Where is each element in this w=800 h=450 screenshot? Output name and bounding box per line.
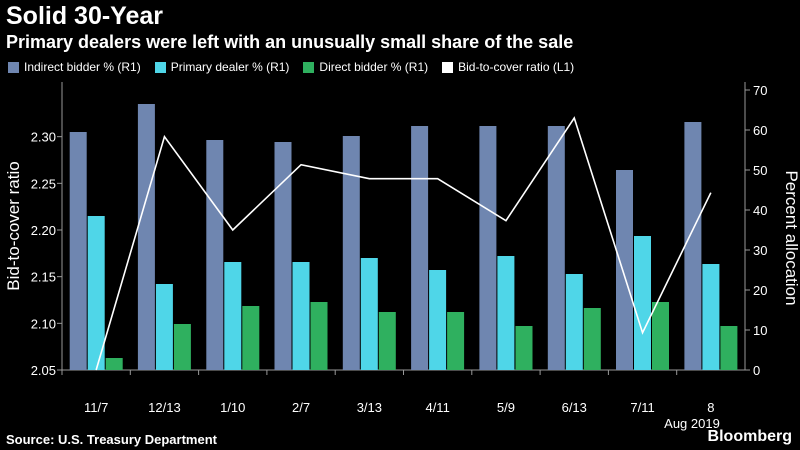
- legend-swatch-primary: [154, 61, 166, 73]
- left-tick-label: 2.10: [31, 316, 56, 331]
- bar-primary-2: [224, 262, 242, 370]
- legend-item-bid-to-cover: Bid-to-cover ratio (L1): [442, 60, 574, 74]
- legend-label-direct: Direct bidder % (R1): [319, 60, 429, 74]
- bar-primary-5: [429, 270, 447, 370]
- x-tick-label: 4/11: [425, 400, 449, 415]
- bar-direct-8: [652, 302, 669, 370]
- bar-primary-8: [634, 236, 651, 370]
- legend-item-indirect: Indirect bidder % (R1): [8, 60, 141, 74]
- legend-swatch-direct: [303, 61, 315, 73]
- left-tick-label: 2.15: [31, 270, 56, 285]
- x-tick-label: 12/13: [148, 400, 181, 415]
- right-tick-label: 50: [753, 163, 767, 178]
- left-tick-label: 2.05: [31, 363, 56, 378]
- legend-swatch-bid-to-cover: [442, 61, 454, 73]
- right-tick-label: 0: [753, 363, 760, 378]
- right-tick-label: 20: [753, 283, 767, 298]
- bar-primary-6: [497, 256, 515, 370]
- bar-direct-5: [447, 312, 465, 370]
- line-group: [95, 116, 712, 371]
- bar-primary-4: [360, 258, 378, 370]
- bid-to-cover-line: [95, 116, 712, 371]
- chart-title: Solid 30-Year: [6, 2, 164, 30]
- bar-direct-9: [720, 326, 738, 370]
- legend-swatch-indirect: [8, 61, 19, 73]
- bar-direct-7: [583, 308, 601, 370]
- left-tick-label: 2.30: [31, 130, 56, 145]
- bar-direct-6: [515, 326, 533, 370]
- bar-indirect-6: [479, 126, 497, 370]
- bar-indirect-0: [69, 132, 87, 370]
- left-axis-title: Bid-to-cover ratio: [4, 161, 23, 290]
- legend-label-indirect: Indirect bidder % (R1): [24, 60, 141, 74]
- ticks-group: 11/7 12/13 1/10 2/7 3/13 4/11 5/9 6/13 7/11 8 2.05…: [31, 83, 768, 415]
- x-tick-label: 8: [707, 400, 714, 415]
- legend-label-bid-to-cover: Bid-to-cover ratio (L1): [458, 60, 575, 74]
- right-tick-label: 60: [753, 123, 767, 138]
- bloomberg-logo: Bloomberg: [707, 428, 792, 445]
- x-tick-label: 7/11: [630, 400, 654, 415]
- bar-direct-1: [173, 324, 191, 370]
- bars-group: [69, 104, 738, 370]
- bar-indirect-3: [274, 142, 292, 370]
- right-tick-label: 10: [753, 323, 767, 338]
- right-axis-title: Percent allocation: [782, 170, 800, 305]
- bar-indirect-1: [137, 104, 155, 370]
- bar-indirect-7: [547, 126, 565, 370]
- bar-direct-0: [105, 358, 123, 370]
- bar-primary-7: [565, 274, 583, 370]
- legend-item-direct: Direct bidder % (R1): [303, 60, 428, 74]
- legend: Indirect bidder % (R1) Primary dealer % …: [8, 60, 574, 74]
- bar-direct-4: [378, 312, 396, 370]
- bar-indirect-4: [342, 136, 360, 370]
- bar-indirect-8: [616, 170, 633, 370]
- bar-primary-0: [87, 216, 105, 370]
- left-tick-label: 2.25: [31, 176, 56, 191]
- bar-direct-3: [310, 302, 328, 370]
- x-tick-label: 1/10: [220, 400, 245, 415]
- bar-primary-3: [292, 262, 310, 370]
- x-tick-label: 3/13: [357, 400, 382, 415]
- bar-primary-1: [155, 284, 173, 370]
- chart-subtitle: Primary dealers were left with an unusua…: [6, 32, 574, 52]
- right-tick-label: 40: [753, 203, 767, 218]
- left-tick-label: 2.20: [31, 223, 56, 238]
- bar-primary-9: [702, 264, 720, 370]
- bar-indirect-9: [684, 122, 702, 370]
- bar-indirect-5: [411, 126, 429, 370]
- x-year-note: Aug 2019: [664, 416, 720, 431]
- x-tick-label: 2/7: [292, 400, 310, 415]
- right-tick-label: 70: [753, 83, 767, 98]
- x-tick-label: 6/13: [562, 400, 587, 415]
- x-tick-label: 5/9: [497, 400, 515, 415]
- bar-indirect-2: [206, 140, 224, 370]
- source-note: Source: U.S. Treasury Department: [6, 432, 217, 447]
- right-tick-label: 30: [753, 243, 767, 258]
- bar-direct-2: [242, 306, 260, 370]
- legend-label-primary: Primary dealer % (R1): [170, 60, 290, 74]
- legend-item-primary: Primary dealer % (R1): [154, 60, 290, 74]
- x-tick-label: 11/7: [84, 400, 108, 415]
